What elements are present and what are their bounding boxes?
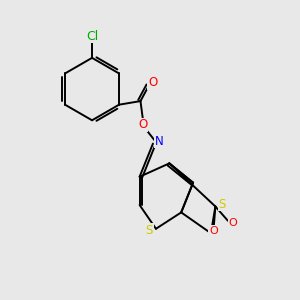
Text: O: O [229,218,237,228]
Text: Cl: Cl [86,30,98,43]
Text: O: O [138,118,148,131]
Text: S: S [218,198,226,211]
Text: O: O [209,226,218,236]
Text: O: O [148,76,157,89]
Text: S: S [146,224,153,237]
Text: N: N [155,135,164,148]
